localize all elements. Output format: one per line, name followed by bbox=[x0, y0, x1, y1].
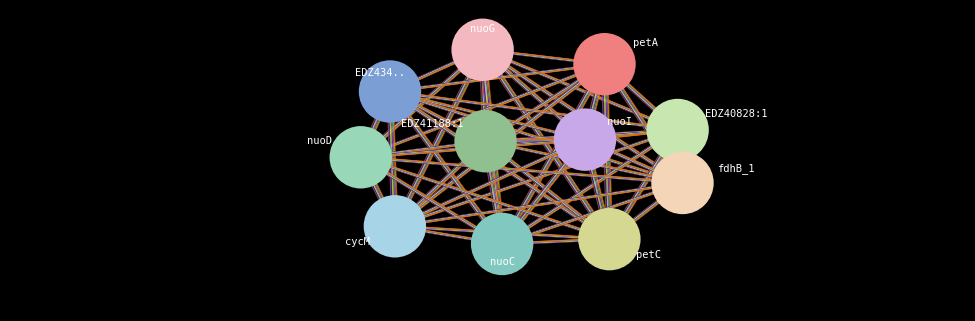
Text: petC: petC bbox=[636, 250, 661, 260]
Text: nuoC: nuoC bbox=[489, 256, 515, 267]
Ellipse shape bbox=[646, 99, 709, 161]
Text: cycM: cycM bbox=[345, 237, 370, 247]
Ellipse shape bbox=[454, 110, 517, 172]
Text: EDZ434..: EDZ434.. bbox=[355, 68, 406, 78]
Ellipse shape bbox=[451, 19, 514, 81]
Ellipse shape bbox=[359, 60, 421, 123]
Text: nuoG: nuoG bbox=[470, 24, 495, 34]
Text: EDZ41188:1: EDZ41188:1 bbox=[401, 118, 463, 129]
Ellipse shape bbox=[554, 108, 616, 171]
Ellipse shape bbox=[364, 195, 426, 257]
Text: nuoI: nuoI bbox=[606, 117, 632, 127]
Ellipse shape bbox=[330, 126, 392, 188]
Ellipse shape bbox=[573, 33, 636, 95]
Text: EDZ40828:1: EDZ40828:1 bbox=[705, 109, 767, 119]
Ellipse shape bbox=[471, 213, 533, 275]
Ellipse shape bbox=[651, 152, 714, 214]
Text: fdhB_1: fdhB_1 bbox=[718, 163, 755, 174]
Ellipse shape bbox=[578, 208, 641, 270]
Text: petA: petA bbox=[633, 38, 658, 48]
Text: nuoD: nuoD bbox=[307, 136, 332, 146]
